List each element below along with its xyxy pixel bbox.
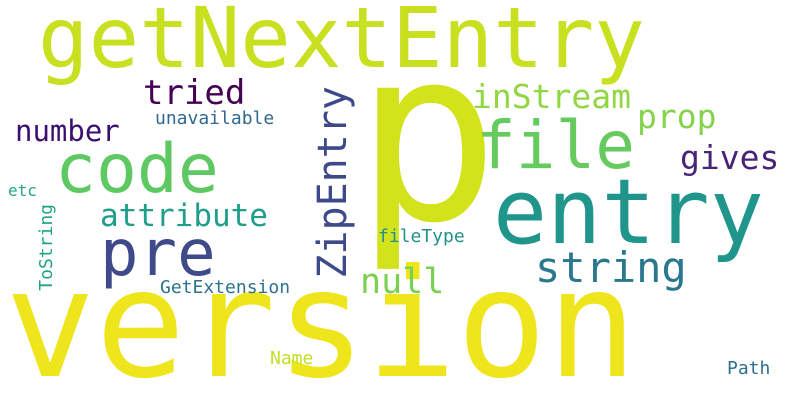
word-getnextentry: getNextEntry [38,0,645,87]
word-gives: gives [680,138,780,177]
word-etc: etc [8,181,37,200]
word-tried: tried [143,73,246,113]
word-path: Path [727,358,771,379]
word-version: version [5,238,638,400]
word-p: p [355,0,500,276]
word-file: file [476,107,635,184]
word-null: null [360,262,445,302]
word-pre: pre [100,217,216,291]
word-string: string [535,243,687,292]
word-tostring: ToString [36,204,57,291]
word-number: number [15,114,120,148]
word-getextension: GetExtension [160,277,291,298]
word-code: code [55,130,219,209]
word-filetype: fileType [378,226,465,247]
word-instream: inStream [472,77,631,116]
word-unavailable: unavailable [155,108,275,129]
word-entry: entry [493,160,764,265]
word-attribute: attribute [100,198,268,234]
word-prop: prop [637,97,717,136]
word-zipentry: ZipEntry [310,86,356,279]
word-name: Name [270,348,314,369]
